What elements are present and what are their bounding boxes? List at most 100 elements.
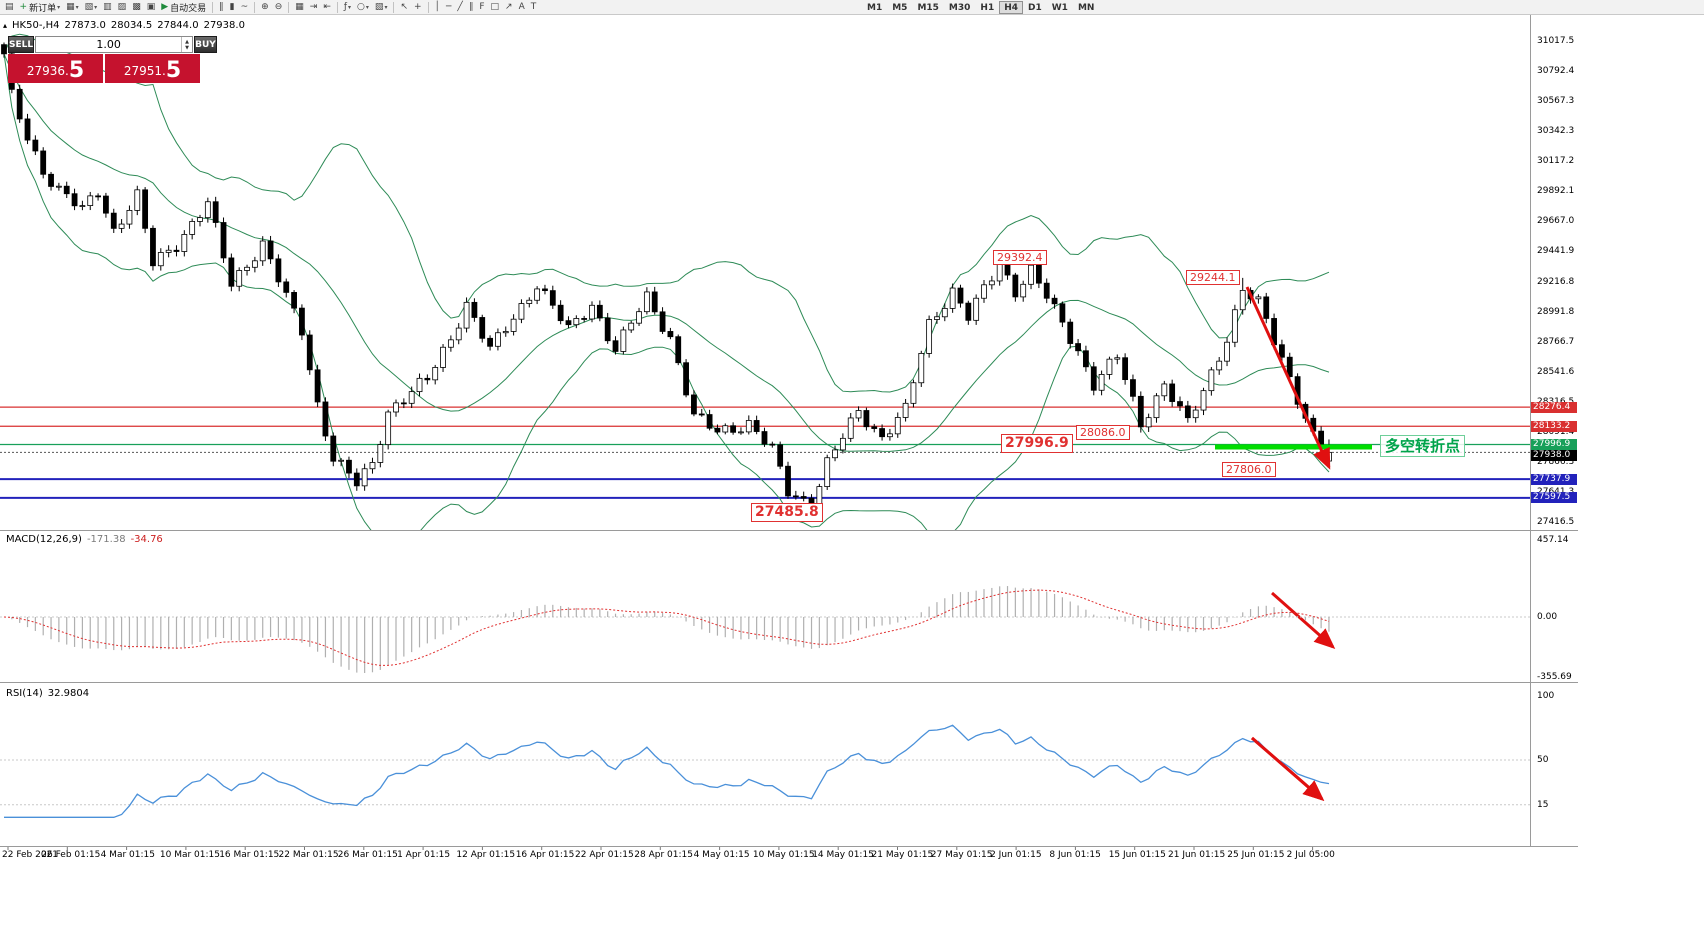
caret-down-icon[interactable]: ▾ [75, 3, 79, 11]
macd-axis-label: -355.69 [1537, 671, 1572, 682]
timeframe-m1-button[interactable]: M1 [867, 2, 883, 13]
price-axis-label: 27866.3 [1537, 456, 1575, 467]
line-chart-icon[interactable]: ~ [238, 1, 252, 14]
symbol-list-icon[interactable]: ▤ [2, 1, 17, 14]
price-annotation: 27996.9 [1001, 434, 1073, 454]
price-level-tag: 27996.9 [1531, 438, 1577, 450]
terminal-icon[interactable]: ▩ [129, 1, 144, 14]
zoom-out-icon[interactable]: ⊖ [272, 1, 286, 14]
text-icon[interactable]: A [516, 1, 528, 14]
one-click-collapse-icon[interactable]: ▴ [3, 21, 8, 30]
macd-indicator-label: MACD(12,26,9) -171.38 -34.76 [6, 534, 163, 545]
caret-down-icon[interactable]: ▾ [94, 3, 98, 11]
chart-low-value: 27844.0 [157, 20, 199, 31]
volume-input[interactable] [36, 37, 182, 52]
crosshair-icon[interactable]: + [411, 1, 425, 14]
strategy-tester-icon: ▣ [146, 1, 156, 12]
caret-down-icon[interactable]: ▾ [348, 3, 352, 11]
profiles-icon[interactable]: ▧ ▾ [82, 1, 101, 14]
timeframe-m30-button[interactable]: M30 [948, 2, 971, 13]
time-axis-label: 12 Apr 01:15 [456, 850, 516, 860]
time-axis-label: 14 May 01:15 [812, 850, 874, 860]
sell-price-display[interactable]: 27936. 5 [8, 54, 103, 83]
terminal-icon: ▩ [132, 1, 141, 12]
chart-shift-icon: ⇤ [323, 1, 331, 12]
price-annotation: 27806.0 [1222, 461, 1276, 477]
main-chart-layer [0, 33, 1530, 531]
market-watch-icon: ▥ [103, 1, 112, 12]
timeframe-d1-button[interactable]: D1 [1028, 2, 1042, 13]
toolbar-separator [288, 1, 290, 13]
shapes-icon[interactable]: □ [488, 1, 503, 14]
chart-symbol-period: HK50-,H4 [12, 20, 60, 31]
rsi-axis-label: 100 [1537, 691, 1555, 701]
periods-icon[interactable]: ○ ▾ [354, 1, 372, 14]
candlestick-chart-icon[interactable]: ▮ [227, 1, 238, 14]
turning-point-label: 多空转折点 [1380, 434, 1466, 457]
vertical-line-icon[interactable]: │ [432, 1, 443, 14]
timeframe-m5-button[interactable]: M5 [892, 2, 908, 13]
caret-down-icon[interactable]: ▾ [365, 3, 369, 11]
caret-down-icon[interactable]: ▾ [384, 3, 388, 11]
autotrading-icon: ▶ [161, 1, 169, 12]
time-axis-label: 25 Jun 01:15 [1227, 850, 1285, 860]
auto-scroll-icon[interactable]: ⇥ [307, 1, 321, 14]
chart-shift-icon[interactable]: ⇤ [320, 1, 334, 14]
macd-name: MACD(12,26,9) [6, 534, 82, 545]
tile-windows-icon[interactable]: ▦ [292, 1, 307, 14]
time-axis-label: 28 Apr 01:15 [634, 850, 693, 860]
time-axis-label: 26 Feb 01:15 [41, 850, 101, 860]
chart-window-icon[interactable]: ▦ ▾ [63, 1, 82, 14]
timeframe-toolbar: M1 M5 M15 M30 H1 H4 D1 W1 MN [862, 1, 1099, 14]
one-click-trading-panel: SELL ▲ ▼ BUY 27936.5 27951.5 [8, 36, 217, 83]
price-axis-label: 28091.4 [1537, 426, 1575, 437]
zoom-in-icon[interactable]: ⊕ [258, 1, 272, 14]
fibonacci-icon[interactable]: F [476, 1, 487, 14]
sell-price-big-digit: 5 [68, 58, 85, 83]
arrow-tools-icon[interactable]: ↗ [502, 1, 516, 14]
indicators-icon: ƒ [343, 1, 348, 12]
chart-high-value: 28034.5 [110, 20, 153, 31]
caret-down-icon[interactable]: ▾ [57, 3, 61, 11]
new-order-button[interactable]: + 新订单 ▾ [17, 1, 64, 14]
price-axis-label: 29892.1 [1537, 186, 1575, 197]
templates-icon[interactable]: ▧ ▾ [372, 1, 391, 14]
time-axis-label: 22 Mar 01:15 [278, 850, 339, 860]
timeframe-w1-button[interactable]: W1 [1051, 2, 1068, 13]
timeframe-h1-button[interactable]: H1 [980, 2, 995, 13]
time-axis-label: 21 May 01:15 [871, 850, 934, 860]
rsi-indicator-label: RSI(14) 32.9804 [6, 688, 89, 699]
trendline-icon[interactable]: ╱ [454, 1, 465, 14]
zoom-in-icon: ⊕ [261, 1, 269, 12]
autotrading-button-label: 自动交易 [170, 3, 207, 14]
arrow-tools-icon: ↗ [505, 1, 513, 12]
market-watch-icon[interactable]: ▥ [100, 1, 115, 14]
time-axis-label: 4 Mar 01:15 [100, 850, 155, 860]
buy-price-display[interactable]: 27951. 5 [105, 54, 200, 83]
strategy-tester-icon[interactable]: ▣ [144, 1, 159, 14]
macd-main-value: -171.38 [86, 534, 126, 545]
text-label-icon[interactable]: T [528, 1, 540, 14]
timeframe-h4-button[interactable]: H4 [999, 1, 1023, 14]
volume-stepper[interactable]: ▲ ▼ [181, 37, 192, 52]
volume-down-icon[interactable]: ▼ [185, 44, 190, 51]
sell-button[interactable]: SELL [8, 36, 35, 53]
indicators-icon[interactable]: ƒ ▾ [341, 1, 354, 14]
volume-up-icon[interactable]: ▲ [185, 38, 190, 45]
channel-icon[interactable]: ∥ [466, 1, 477, 14]
rsi-name: RSI(14) [6, 688, 43, 699]
buy-button[interactable]: BUY [194, 36, 217, 53]
zoom-out-icon: ⊖ [274, 1, 283, 12]
autotrading-button[interactable]: ▶ 自动交易 [158, 1, 209, 14]
horizontal-line-icon[interactable]: ─ [443, 1, 454, 14]
bar-chart-icon[interactable]: ‖ [216, 1, 227, 14]
time-axis-label: 1 Apr 01:15 [397, 850, 451, 860]
price-axis-label: 28541.6 [1537, 366, 1575, 377]
timeframe-mn-button[interactable]: MN [1077, 2, 1095, 13]
navigator-icon[interactable]: ▨ [115, 1, 130, 14]
price-axis-label: 30792.4 [1537, 66, 1575, 77]
cursor-icon[interactable]: ↖ [397, 1, 411, 14]
timeframe-m15-button[interactable]: M15 [917, 2, 939, 13]
periods-icon: ○ [357, 1, 365, 12]
